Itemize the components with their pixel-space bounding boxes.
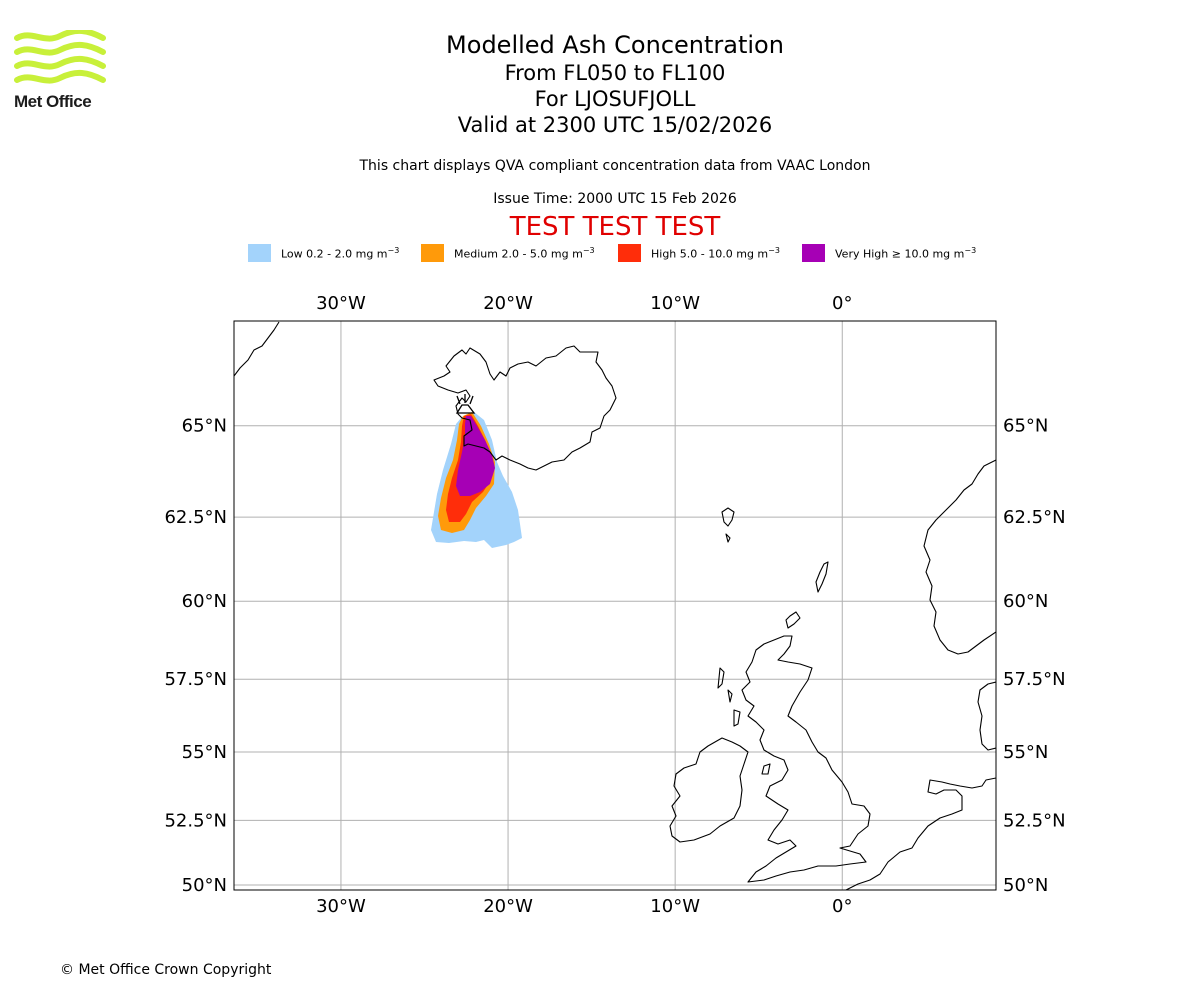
longitude-label-bottom: 10°W [650,896,700,917]
longitude-label-top: 10°W [650,293,700,314]
latitude-label-right: 57.5°N [1003,669,1066,690]
legend-swatch-low [248,244,271,262]
legend-exponent-high: −3 [768,245,780,255]
latitude-label-right: 55°N [1003,742,1048,763]
flight-level-range: From FL050 to FL100 [504,61,726,85]
logo-text: Met Office [14,92,92,111]
legend-swatch-very-high [802,244,825,262]
ash-region-very-high [456,416,495,496]
legend-item-low: Low 0.2 - 2.0 mg m−3 [248,244,399,262]
latitude-label-left: 57.5°N [164,669,227,690]
test-banner: TEST TEST TEST [509,212,721,242]
legend-exponent-low: −3 [387,245,400,255]
coast-orkney [785,611,801,629]
latitude-label-right: 52.5°N [1003,810,1066,831]
coast-ireland [669,737,749,843]
ash-plume [431,412,522,548]
legend-label-low: Low 0.2 - 2.0 mg m [281,247,388,261]
legend-swatch-high [618,244,641,262]
longitude-label-top: 0° [832,293,852,314]
legend-label-medium: Medium 2.0 - 5.0 mg m [454,247,583,261]
volcano-name: For LJOSUFJOLL [534,87,696,111]
coast-isle-of-man [761,763,771,775]
chart-subtitle: This chart displays QVA compliant concen… [359,158,871,174]
chart-titles: Modelled Ash Concentration From FL050 to… [365,30,865,138]
longitude-label-top: 30°W [316,293,366,314]
latitude-label-left: 60°N [182,591,227,612]
latitude-label-left: 65°N [182,416,227,437]
chart-title: Modelled Ash Concentration [446,31,784,59]
latitude-label-left: 52.5°N [164,810,227,831]
longitude-label-top: 20°W [483,293,533,314]
longitude-label-bottom: 20°W [483,896,533,917]
legend-label-high: High 5.0 - 10.0 mg m [651,247,769,261]
met-office-waves-icon [14,30,106,84]
legend-exponent-medium: −3 [582,245,595,255]
legend-item-very-high: Very High ≥ 10.0 mg m−3 [802,244,976,262]
latitude-label-left: 50°N [182,875,227,896]
longitude-label-bottom: 30°W [316,896,366,917]
copyright: © Met Office Crown Copyright [60,962,272,978]
coast-shetland [815,561,829,593]
latitude-label-right: 65°N [1003,416,1048,437]
coast-denmark-fragment [977,681,996,751]
coast-great-britain [741,635,871,883]
longitude-label-bottom: 0° [832,896,852,917]
valid-time: Valid at 2300 UTC 15/02/2026 [457,113,773,137]
met-office-logo: Met Office [14,30,114,114]
coast-greenland [234,321,280,377]
legend-item-high: High 5.0 - 10.0 mg m−3 [618,244,780,262]
coast-hebrides [717,667,741,727]
latitude-label-left: 55°N [182,742,227,763]
volcano-icon [455,394,476,414]
latitude-label-left: 62.5°N [164,507,227,528]
coast-iceland [433,345,617,471]
issue-time: Issue Time: 2000 UTC 15 Feb 2026 [493,191,737,207]
latitude-label-right: 60°N [1003,591,1048,612]
map-frame [233,320,997,891]
coast-norway [923,459,996,655]
legend-swatch-medium [421,244,444,262]
graticule [234,321,996,890]
coastlines [234,321,996,890]
coast-continent [845,777,996,890]
legend-label-very-high: Very High ≥ 10.0 mg m [835,247,965,261]
latitude-label-right: 50°N [1003,875,1048,896]
latitude-label-right: 62.5°N [1003,507,1066,528]
coast-faroe [721,507,735,543]
axis-labels: 30°W 30°W 20°W 20°W 10°W 10°W 0° 0° 65°N 65°N 62.5… [164,293,1065,917]
legend-exponent-very-high: −3 [964,245,977,255]
legend-item-medium: Medium 2.0 - 5.0 mg m−3 [421,244,595,262]
